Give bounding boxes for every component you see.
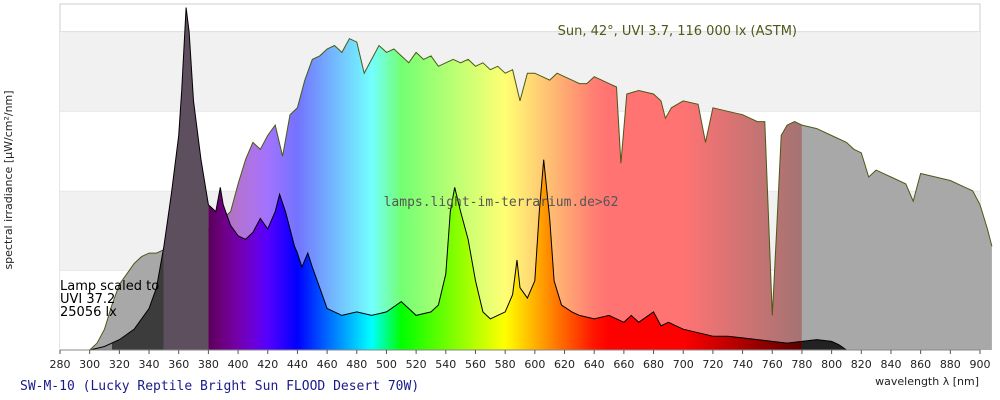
x-tick-label: 420 [257,358,278,371]
lamp-spectrum-line [89,7,847,351]
x-tick-label: 880 [940,358,961,371]
sun-series-label: Sun, 42°, UVI 3.7, 116 000 lx (ASTM) [558,24,797,39]
watermark: lamps.light-im-terrarium.de>62 [384,195,619,210]
lamp-note-line-2: UVI 37.2 [60,292,115,307]
x-tick-label: 780 [791,358,812,371]
x-tick-label: 400 [228,358,249,371]
lamp-note-line-1: Lamp scaled to [60,279,159,294]
lamp-note-line-3: 25056 lx [60,305,117,320]
x-tick-label: 740 [732,358,753,371]
x-tick-label: 540 [435,358,456,371]
x-tick-label: 500 [376,358,397,371]
x-tick-label: 380 [198,358,219,371]
x-tick-label: 660 [613,358,634,371]
x-axis-label: wavelength λ [nm] [875,375,979,388]
x-tick-label: 720 [702,358,723,371]
x-tick-label: 620 [554,358,575,371]
x-tick-label: 700 [673,358,694,371]
x-tick-label: 320 [109,358,130,371]
x-tick-label: 640 [584,358,605,371]
y-axis-label: spectral irradiance [µW/cm²/nm] [2,90,15,269]
x-tick-label: 600 [524,358,545,371]
x-tick-label: 580 [495,358,516,371]
x-axis-ticks: 280 300 320 340 360 380 400 420 440 460 480 500 520 5… [50,350,991,371]
x-tick-label: 680 [643,358,664,371]
x-tick-label: 360 [168,358,189,371]
x-tick-label: 520 [406,358,427,371]
x-tick-label: 300 [79,358,100,371]
x-tick-label: 440 [287,358,308,371]
x-tick-label: 480 [346,358,367,371]
x-tick-label: 280 [50,358,71,371]
lamp-model-footer: SW-M-10 (Lucky Reptile Bright Sun FLOOD … [20,379,419,394]
x-tick-label: 840 [880,358,901,371]
x-tick-label: 760 [762,358,783,371]
x-tick-label: 560 [465,358,486,371]
x-tick-label: 900 [970,358,991,371]
grid-band [60,31,980,112]
x-tick-label: 860 [910,358,931,371]
x-tick-label: 800 [821,358,842,371]
x-tick-label: 820 [851,358,872,371]
x-tick-label: 460 [317,358,338,371]
x-tick-label: 340 [139,358,160,371]
